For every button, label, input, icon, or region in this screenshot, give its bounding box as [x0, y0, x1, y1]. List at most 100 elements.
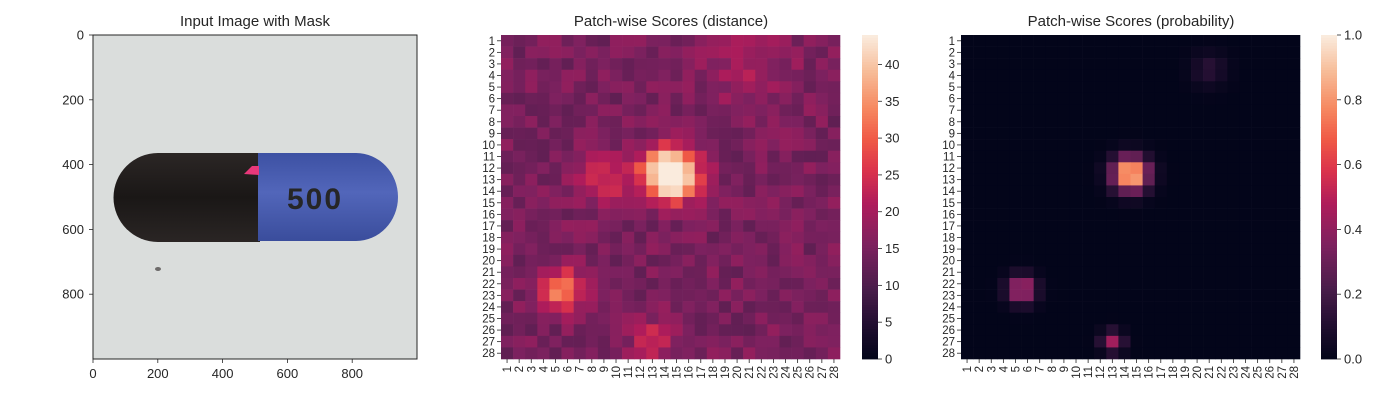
heatmap-cell [973, 243, 986, 256]
colorbar-segment [1321, 242, 1337, 246]
heatmap-cell [585, 81, 599, 94]
colorbar-segment [1321, 80, 1337, 84]
heatmap-cell [1178, 254, 1192, 267]
heatmap-cell [513, 324, 526, 337]
heatmap-cell [803, 116, 817, 128]
heatmap-cell [658, 312, 671, 325]
colorbar-segment [1321, 329, 1337, 333]
heatmap-cell [682, 150, 696, 163]
heatmap-cell [1082, 92, 1095, 105]
panel-title: Input Image with Mask [180, 13, 331, 30]
heatmap-cell [803, 150, 817, 163]
heatmap-cell [682, 104, 696, 117]
heatmap-cell [597, 92, 611, 105]
heatmap-cell [1118, 173, 1131, 186]
heatmap-cell [706, 254, 720, 267]
heatmap-cell [767, 243, 780, 256]
heatmap-cell [1227, 150, 1240, 163]
heatmap-cell [585, 254, 599, 267]
heatmap-cell [1178, 92, 1192, 105]
heatmap-cell [791, 278, 804, 290]
heatmap-cell [706, 220, 720, 233]
heatmap-cell [767, 162, 780, 175]
heatmap-cell [573, 150, 587, 163]
heatmap-cell [985, 92, 998, 105]
heatmap-cell [961, 173, 974, 186]
colorbar-segment [862, 188, 878, 192]
x-tick-label: 22 [1216, 366, 1228, 379]
colorbar-segment [862, 161, 878, 165]
heatmap-cell [961, 127, 974, 140]
heatmap-cell [791, 266, 804, 279]
heatmap-cell [585, 116, 599, 128]
heatmap-cell [731, 150, 744, 163]
heatmap-cell [767, 139, 780, 152]
heatmap-cell [1215, 243, 1228, 256]
heatmap-cell [1203, 335, 1216, 348]
heatmap-cell [779, 92, 792, 105]
heatmap-cell [1239, 116, 1252, 128]
heatmap-cell [1154, 58, 1168, 71]
heatmap-cell [973, 81, 986, 94]
heatmap-cell [779, 104, 792, 117]
x-tick-label: 200 [147, 366, 169, 381]
heatmap-cell [501, 127, 514, 140]
heatmap-cell [1251, 92, 1264, 105]
heatmap-cell [1082, 35, 1095, 47]
heatmap-cell [985, 312, 998, 325]
colorbar-segment [862, 126, 878, 130]
heatmap-cell [1287, 139, 1301, 152]
heatmap-cell [718, 46, 732, 59]
heatmap-cell [501, 301, 514, 314]
heatmap-cell [731, 127, 744, 140]
heatmap-cell [694, 254, 708, 267]
heatmap-cell [573, 324, 587, 337]
heatmap-cell [1009, 162, 1022, 175]
colorbar-segment [1321, 56, 1337, 60]
heatmap-cell [767, 46, 780, 59]
heatmap-cell [731, 289, 744, 302]
heatmap-cell [1227, 81, 1240, 94]
colorbar-segment [1321, 234, 1337, 238]
heatmap-cell [743, 289, 756, 302]
heatmap-cell [961, 220, 974, 233]
heatmap-cell [815, 324, 829, 337]
heatmap-cell [718, 197, 732, 209]
heatmap-cell [1191, 335, 1204, 348]
heatmap-cell [743, 243, 756, 256]
heatmap-cell [1154, 347, 1168, 360]
heatmap-cell [731, 278, 744, 290]
heatmap-cell [537, 243, 550, 256]
heatmap-cell [1118, 46, 1131, 59]
heatmap-cell [682, 266, 696, 279]
heatmap-cell [1263, 162, 1277, 175]
heatmap-cell [803, 81, 817, 94]
heatmap-cell [1191, 127, 1204, 140]
heatmap-cell [597, 127, 611, 140]
colorbar-segment [1321, 53, 1337, 57]
colorbar-segment [1321, 75, 1337, 79]
colorbar-segment [862, 218, 878, 222]
heatmap-cell [1021, 104, 1034, 117]
heatmap-cell [609, 266, 623, 279]
heatmap-cell [985, 243, 998, 256]
heatmap-cell [1106, 254, 1119, 267]
heatmap-cell [1275, 139, 1289, 152]
heatmap-cell [597, 173, 611, 186]
heatmap-cell [706, 58, 720, 71]
heatmap-cell [1094, 231, 1107, 244]
heatmap-cell [1215, 69, 1228, 82]
heatmap-cell [985, 35, 998, 47]
heatmap-cell [646, 104, 659, 117]
heatmap-cell [537, 162, 550, 175]
heatmap-cell [646, 289, 659, 302]
heatmap-cell [1191, 197, 1204, 209]
heatmap-cell [549, 335, 562, 348]
heatmap-cell [1191, 324, 1204, 337]
heatmap-cell [1239, 46, 1252, 59]
heatmap-cell [1263, 197, 1277, 209]
heatmap-cell [525, 35, 538, 47]
heatmap-cell [718, 208, 732, 221]
heatmap-cell [1130, 92, 1143, 105]
heatmap-cell [827, 220, 841, 233]
